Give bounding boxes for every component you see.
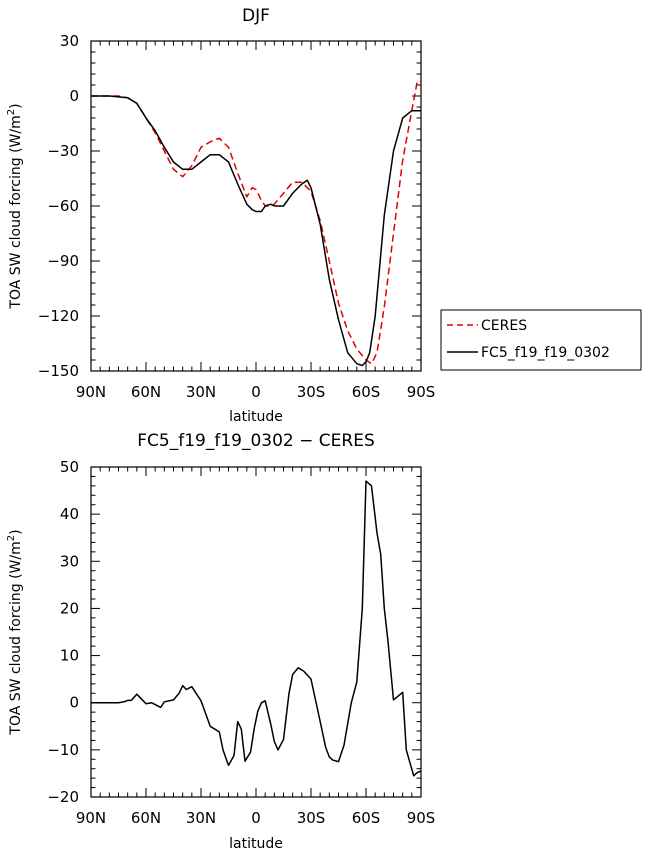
legend: CERES FC5_f19_f19_0302 <box>440 309 642 371</box>
x-tick-label: 0 <box>251 809 261 827</box>
y-tick-label: 0 <box>69 694 79 712</box>
top-y-axis-label: TOA SW cloud forcing (W/m2) <box>6 103 24 309</box>
x-tick-label: 30N <box>186 809 216 827</box>
x-tick-label: 30S <box>297 809 326 827</box>
y-tick-label: −20 <box>47 788 79 806</box>
x-tick-label: 90N <box>76 383 106 401</box>
x-tick-label: 90S <box>407 383 436 401</box>
bottom-chart: FC5_f19_f19_0302 − CERES 50 40 30 20 10 0 −10 −… <box>6 431 435 852</box>
y-tick-label: 20 <box>60 599 79 617</box>
series-line-ceres <box>91 80 421 365</box>
y-tick-label: −30 <box>47 142 79 160</box>
top-x-tick-labels: 90N 60N 30N 0 30S 60S 90S <box>76 383 435 401</box>
x-tick-label: 0 <box>251 383 261 401</box>
x-tick-label: 60S <box>352 809 381 827</box>
top-chart: DJF 30 0 −30 −60 −90 −120 −150 90N 60N 30N 0 30S 60… <box>6 6 642 425</box>
y-tick-label: −60 <box>47 197 79 215</box>
top-y-tick-labels: 30 0 −30 −60 −90 −120 −150 <box>38 32 79 380</box>
y-tick-label: −150 <box>38 362 79 380</box>
bottom-y-tick-labels: 50 40 30 20 10 0 −10 −20 <box>47 458 79 806</box>
bottom-y-axis-label: TOA SW cloud forcing (W/m2) <box>6 529 24 735</box>
y-tick-label: 30 <box>60 32 79 50</box>
top-plot-frame <box>90 40 422 372</box>
x-tick-label: 60N <box>131 809 161 827</box>
x-tick-label: 90S <box>407 809 436 827</box>
y-tick-label: 10 <box>60 647 79 665</box>
x-tick-label: 30N <box>186 383 216 401</box>
bottom-x-tick-labels: 90N 60N 30N 0 30S 60S 90S <box>76 809 435 827</box>
x-tick-label: 30S <box>297 383 326 401</box>
y-tick-label: 50 <box>60 458 79 476</box>
legend-label-model: FC5_f19_f19_0302 <box>481 345 610 361</box>
legend-label-ceres: CERES <box>481 318 527 334</box>
y-tick-label: −10 <box>47 741 79 759</box>
series-line-fc5-f19-f19-0302 <box>91 95 421 367</box>
y-tick-label: −120 <box>38 307 79 325</box>
bottom-plot-frame <box>90 466 422 798</box>
legend-box <box>440 309 642 371</box>
series-line-difference <box>91 480 422 777</box>
y-tick-label: −90 <box>47 252 79 270</box>
bottom-series-lines <box>91 480 422 777</box>
x-tick-label: 60N <box>131 383 161 401</box>
y-tick-label: 40 <box>60 505 79 523</box>
top-x-axis-label: latitude <box>229 409 283 425</box>
x-tick-label: 90N <box>76 809 106 827</box>
x-tick-label: 60S <box>352 383 381 401</box>
y-tick-label: 30 <box>60 552 79 570</box>
y-tick-label: 0 <box>69 87 79 105</box>
top-axis-ticks <box>90 40 422 372</box>
top-series-lines <box>91 80 421 367</box>
bottom-axis-ticks <box>90 466 422 798</box>
bottom-x-axis-label: latitude <box>229 836 283 852</box>
bottom-chart-title: FC5_f19_f19_0302 − CERES <box>137 431 374 451</box>
top-chart-title: DJF <box>242 6 270 26</box>
